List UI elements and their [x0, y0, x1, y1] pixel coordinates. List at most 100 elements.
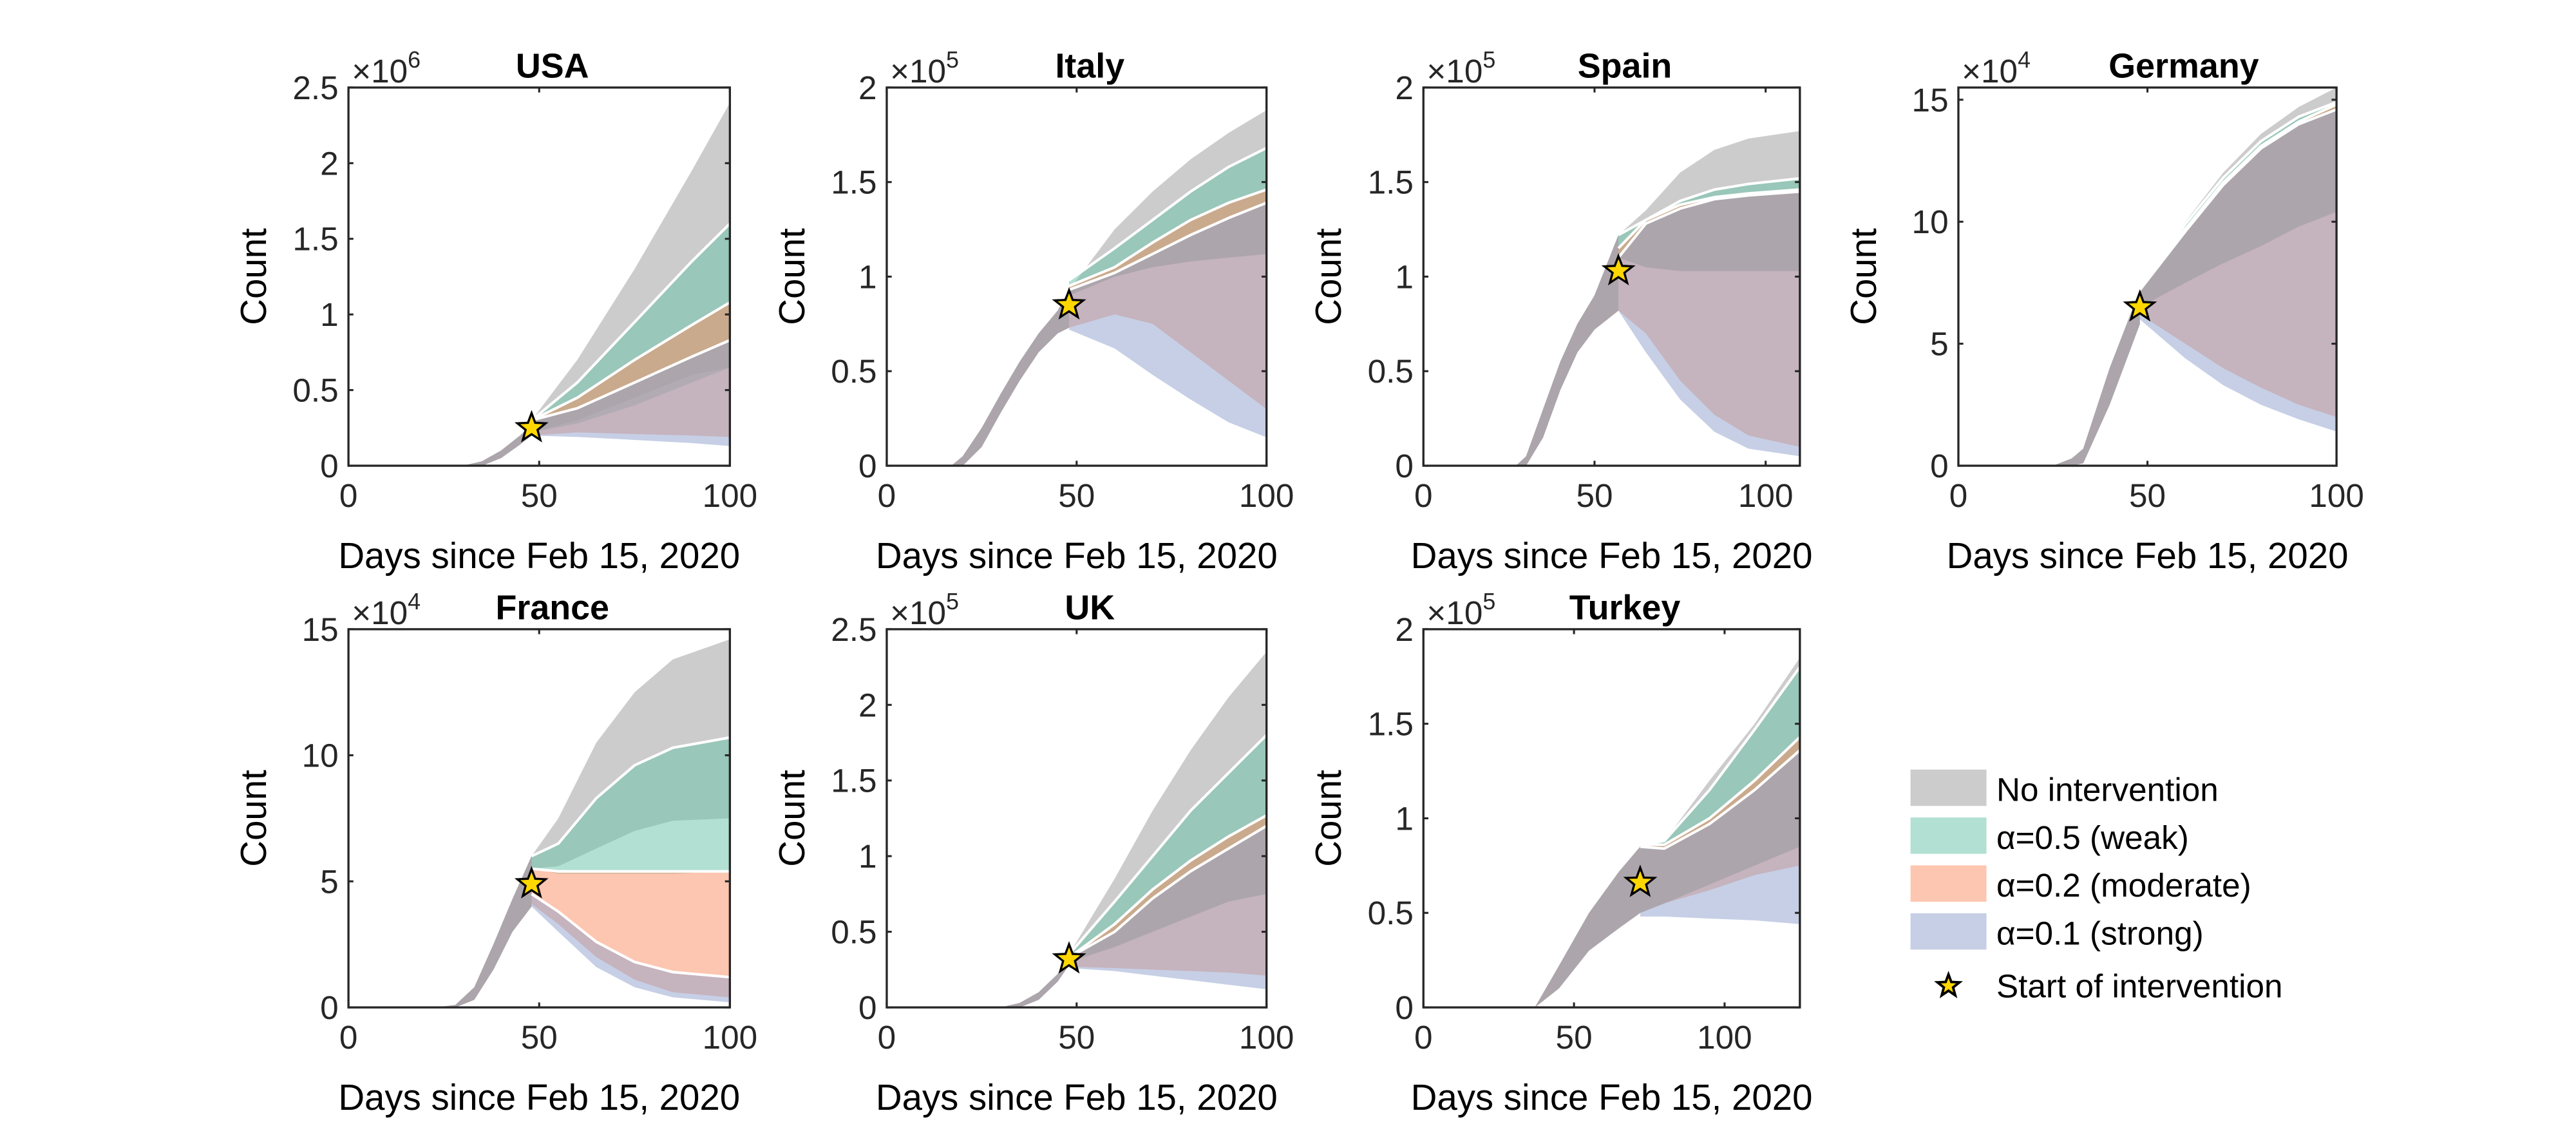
- y-tick-label: 15: [1912, 82, 1949, 119]
- band-edge-moderate: [1068, 814, 1267, 959]
- y-axis-label: Count: [772, 770, 812, 867]
- chart-title: Italy: [1055, 47, 1124, 86]
- y-exponent-label: ×105: [890, 589, 959, 631]
- panel-usa: 0 50 100 0 0.5 1 1.5 2 2.5 ×106 USA Days since Feb …: [233, 47, 757, 576]
- plot-area: [1000, 652, 1267, 1008]
- intervention-star-marker: [1052, 941, 1086, 974]
- x-tick-label: 50: [1058, 477, 1095, 514]
- band-edge-strong: [2139, 108, 2337, 291]
- x-tick-label: 0: [1949, 477, 1968, 514]
- band-edge-weak: [1068, 146, 1267, 282]
- y-tick-label: 1: [858, 258, 877, 295]
- panel-spain: 0 50 100 0 0.5 1 1.5 2 ×105 Spain Days since Feb 1…: [1308, 47, 1812, 576]
- panel-italy: 0 50 100 0 0.5 1 1.5 2 ×105 Italy Days since Feb 1…: [772, 47, 1294, 576]
- pre-band-strong: [1515, 234, 1619, 466]
- x-tick-label: 0: [1414, 477, 1433, 514]
- y-tick-label: 0.5: [831, 353, 876, 390]
- x-tick-label: 50: [1576, 477, 1613, 514]
- plot-area: [1515, 131, 1800, 466]
- y-axis-label: Count: [1308, 770, 1349, 867]
- pre-band-none: [2052, 290, 2140, 466]
- panel-uk: 0 50 100 0 0.5 1 1.5 2 2.5 ×105 UK Days since Feb 1…: [772, 588, 1294, 1118]
- x-axis-label: Days since Feb 15, 2020: [1411, 535, 1813, 576]
- pre-band-moderate: [2052, 290, 2140, 466]
- x-tick-label: 0: [339, 477, 358, 514]
- y-tick-label: 2: [858, 70, 877, 106]
- legend-swatch-moderate: [1910, 865, 1987, 902]
- y-tick-label: 0: [1930, 448, 1949, 484]
- x-axis-label: Days since Feb 15, 2020: [338, 535, 740, 576]
- x-tick-label: 50: [2129, 477, 2166, 514]
- x-axis-label: Days since Feb 15, 2020: [1411, 1077, 1813, 1118]
- panel-turkey: 0 50 100 0 0.5 1 1.5 2 ×105 Turkey Days since Feb …: [1308, 588, 1812, 1118]
- panel-germany: 0 50 100 0 5 10 15 ×104 Germany Days since Feb 15…: [1843, 47, 2364, 576]
- y-tick-label: 1: [320, 296, 339, 333]
- y-tick-label: 1: [1395, 800, 1414, 837]
- band-edge-strong: [1068, 824, 1267, 959]
- band-edge-strong: [1068, 201, 1267, 291]
- y-exponent-label: ×104: [352, 589, 421, 631]
- legend: No intervention α=0.5 (weak) α=0.2 (modera…: [1910, 769, 2282, 1005]
- band-moderate: [531, 868, 730, 998]
- band-strong: [1069, 826, 1267, 989]
- band-strong: [531, 893, 730, 1003]
- chart-title: Germany: [2108, 47, 2259, 86]
- band-edge-moderate: [1068, 188, 1267, 287]
- band-edge-weak: [531, 222, 730, 422]
- y-tick-label: 2: [1395, 70, 1414, 106]
- y-tick-label: 2: [1395, 611, 1414, 648]
- legend-label-none: No intervention: [1996, 772, 2219, 808]
- y-tick-label: 10: [1912, 204, 1949, 240]
- panel-france: 0 50 100 0 5 10 15 ×104 France Days since Feb 15,…: [233, 588, 757, 1118]
- x-tick-label: 100: [703, 477, 758, 514]
- y-tick-label: 10: [302, 738, 339, 774]
- pre-band-strong: [436, 856, 532, 1008]
- y-tick-label: 2: [320, 145, 339, 182]
- band-edge-strong: [1640, 749, 1800, 850]
- intervention-star-marker: [514, 410, 549, 443]
- legend-swatch-weak: [1910, 817, 1987, 854]
- x-axis-label: Days since Feb 15, 2020: [876, 1077, 1278, 1118]
- x-tick-label: 100: [1239, 477, 1294, 514]
- y-exponent-label: ×105: [1426, 589, 1495, 631]
- x-tick-label: 0: [878, 1019, 896, 1056]
- band-edge-strong: [531, 339, 730, 422]
- y-tick-label: 1.5: [292, 221, 338, 258]
- y-tick-label: 1: [1395, 258, 1414, 295]
- legend-swatch-strong: [1910, 913, 1987, 950]
- y-exponent: 5: [1482, 47, 1495, 73]
- x-tick-label: 50: [521, 477, 558, 514]
- y-tick-label: 0: [1395, 989, 1414, 1026]
- y-exponent-label: ×105: [1426, 47, 1495, 90]
- y-tick-label: 1.5: [831, 164, 876, 201]
- y-tick-label: 0.5: [1368, 353, 1414, 390]
- y-axis-label: Count: [1308, 228, 1349, 325]
- plot-area: [462, 102, 730, 466]
- y-exponent: 5: [946, 47, 959, 73]
- legend-label-strong: α=0.1 (strong): [1996, 915, 2204, 952]
- legend-label-weak: α=0.5 (weak): [1996, 819, 2189, 856]
- band-edge-strong: [531, 893, 730, 979]
- chart-title: USA: [516, 47, 589, 86]
- intervention-star-marker: [1623, 864, 1658, 897]
- plot-area: [436, 639, 730, 1008]
- y-axis-label: Count: [233, 770, 274, 867]
- x-tick-label: 100: [1239, 1019, 1294, 1056]
- band-edge-moderate: [1617, 188, 1800, 249]
- x-tick-label: 100: [1738, 477, 1794, 514]
- y-tick-label: 1: [858, 838, 877, 875]
- band-weak: [531, 738, 730, 874]
- y-tick-label: 5: [320, 863, 339, 900]
- chart-title: France: [495, 588, 609, 627]
- x-axis-label: Days since Feb 15, 2020: [338, 1077, 740, 1118]
- band-edge-weak: [1068, 734, 1267, 956]
- y-tick-label: 2.5: [831, 611, 876, 648]
- y-axis-label: Count: [233, 228, 274, 325]
- y-tick-label: 0: [1395, 448, 1414, 484]
- legend-star-icon: [1934, 971, 1964, 998]
- x-axis-label: Days since Feb 15, 2020: [876, 535, 1278, 576]
- y-exponent: 6: [408, 47, 421, 73]
- y-tick-label: 2: [858, 687, 877, 723]
- chart-title: Spain: [1578, 47, 1672, 86]
